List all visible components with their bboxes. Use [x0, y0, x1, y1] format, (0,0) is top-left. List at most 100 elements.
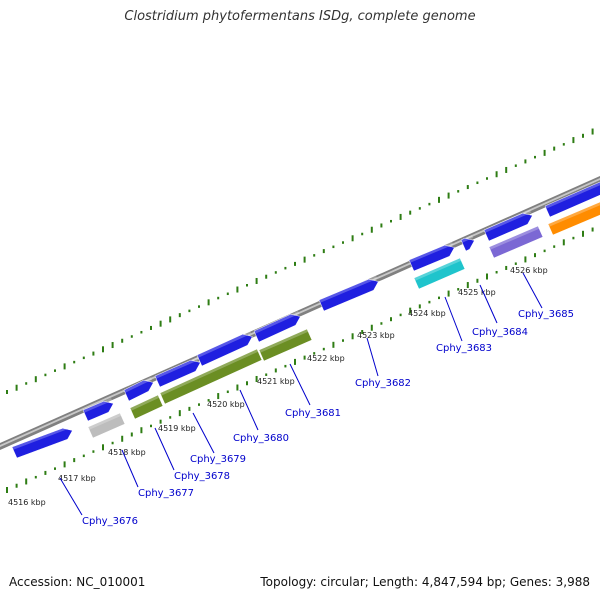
gc-dot	[130, 335, 133, 338]
gc-dot	[543, 149, 546, 156]
gc-dot	[322, 249, 325, 254]
gc-dot	[313, 254, 316, 257]
gc-dot	[361, 232, 364, 236]
gc-dot	[150, 325, 152, 330]
gene-feature-shine	[319, 276, 378, 303]
gene-label: Cphy_3680	[233, 433, 289, 444]
gc-dot	[447, 192, 450, 199]
gene-label-leader	[239, 389, 259, 431]
gene-label-leader	[192, 412, 215, 454]
gene-feature	[258, 328, 313, 362]
gc-dot	[438, 196, 440, 203]
gene-feature	[488, 225, 544, 259]
gene-label: Cphy_3682	[355, 378, 411, 389]
genome-summary-text: Topology: circular; Length: 4,847,594 bp…	[260, 575, 590, 589]
gc-dot	[361, 330, 364, 335]
gene-label: Cphy_3677	[138, 488, 194, 499]
gc-dot	[409, 307, 412, 314]
gc-dot	[226, 390, 229, 394]
gene-label: Cphy_3685	[518, 309, 574, 320]
backbone-highlight	[0, 178, 600, 447]
gc-dot	[553, 245, 556, 248]
gc-dot	[543, 249, 546, 253]
gene-feature	[87, 412, 126, 439]
gc-dot	[265, 274, 268, 279]
gc-dot	[428, 202, 431, 206]
gc-dot	[399, 313, 402, 317]
gc-dot	[274, 271, 277, 274]
gene-feature-shine	[254, 311, 300, 334]
gc-content-outer-track	[6, 128, 594, 394]
gc-dot	[582, 133, 584, 138]
gene-label: Cphy_3683	[436, 343, 492, 354]
gene-feature	[159, 348, 263, 405]
gc-dot	[342, 339, 344, 342]
gc-dot	[188, 309, 191, 313]
gene-feature-shine	[12, 425, 72, 450]
gc-dot	[294, 358, 296, 365]
gc-dot	[150, 424, 152, 428]
gc-dot	[524, 256, 527, 263]
accession-text: Accession: NC_010001	[9, 575, 146, 589]
gene-feature	[11, 427, 73, 459]
gc-dot	[6, 487, 8, 493]
gene-feature	[129, 394, 164, 420]
gc-dot	[332, 245, 335, 249]
gc-dot	[159, 419, 162, 424]
gc-dot	[294, 261, 296, 266]
gc-dot	[284, 266, 287, 270]
gc-dot	[102, 444, 104, 451]
gene-feature-shine	[88, 413, 122, 430]
gene-feature	[483, 212, 533, 242]
gene-label: Cphy_3684	[472, 327, 528, 338]
gene-label-leader	[479, 284, 498, 324]
gc-dot	[236, 286, 239, 293]
scale-tick-label: 4525 kbp	[458, 288, 496, 297]
scale-tick-label: 4519 kbp	[158, 424, 196, 433]
gene-feature-shine	[548, 202, 600, 227]
gc-dot	[217, 393, 220, 400]
gc-dot	[418, 304, 421, 309]
gc-dot	[390, 219, 392, 223]
gc-dot	[495, 270, 498, 274]
gc-dot	[399, 213, 402, 220]
gc-dot	[534, 253, 536, 258]
gene-track	[11, 181, 600, 459]
gc-dot	[447, 290, 450, 297]
scale-tick-label: 4526 kbp	[510, 266, 548, 275]
gc-dot	[409, 210, 412, 215]
gene-label: Cphy_3681	[285, 408, 341, 419]
gc-dot	[169, 316, 172, 323]
map-title: Clostridium phytofermentans ISDg, comple…	[124, 9, 476, 24]
gene-feature-shine	[461, 235, 474, 243]
gc-dot	[332, 341, 335, 348]
gc-dot	[591, 227, 594, 232]
gene-feature	[253, 313, 301, 343]
gene-feature-shine	[155, 357, 200, 379]
gc-dot	[303, 256, 306, 263]
gc-dot	[351, 235, 354, 242]
gene-label-leader	[366, 337, 379, 377]
gc-dot	[54, 369, 56, 372]
gc-dot	[34, 475, 37, 479]
gc-dot	[438, 296, 440, 300]
scale-tick-label: 4518 kbp	[108, 448, 146, 457]
gene-feature-shine	[545, 182, 600, 209]
gc-dot	[111, 342, 114, 349]
gc-dot	[342, 241, 344, 244]
gene-feature	[82, 400, 114, 422]
gc-dot	[457, 190, 460, 193]
gc-dot	[486, 177, 488, 180]
gc-dot	[486, 273, 488, 280]
gc-dot	[313, 352, 316, 355]
scale-tick-label: 4517 kbp	[58, 474, 96, 483]
gc-dot	[457, 288, 460, 291]
gene-feature-shine	[489, 226, 540, 250]
gc-dot	[582, 230, 584, 237]
gc-dot	[92, 351, 95, 356]
gc-dot	[505, 166, 508, 173]
gc-dot	[188, 406, 191, 411]
gene-feature	[196, 333, 253, 367]
gene-feature-shine	[160, 349, 259, 396]
gene-label-leader	[444, 296, 463, 342]
